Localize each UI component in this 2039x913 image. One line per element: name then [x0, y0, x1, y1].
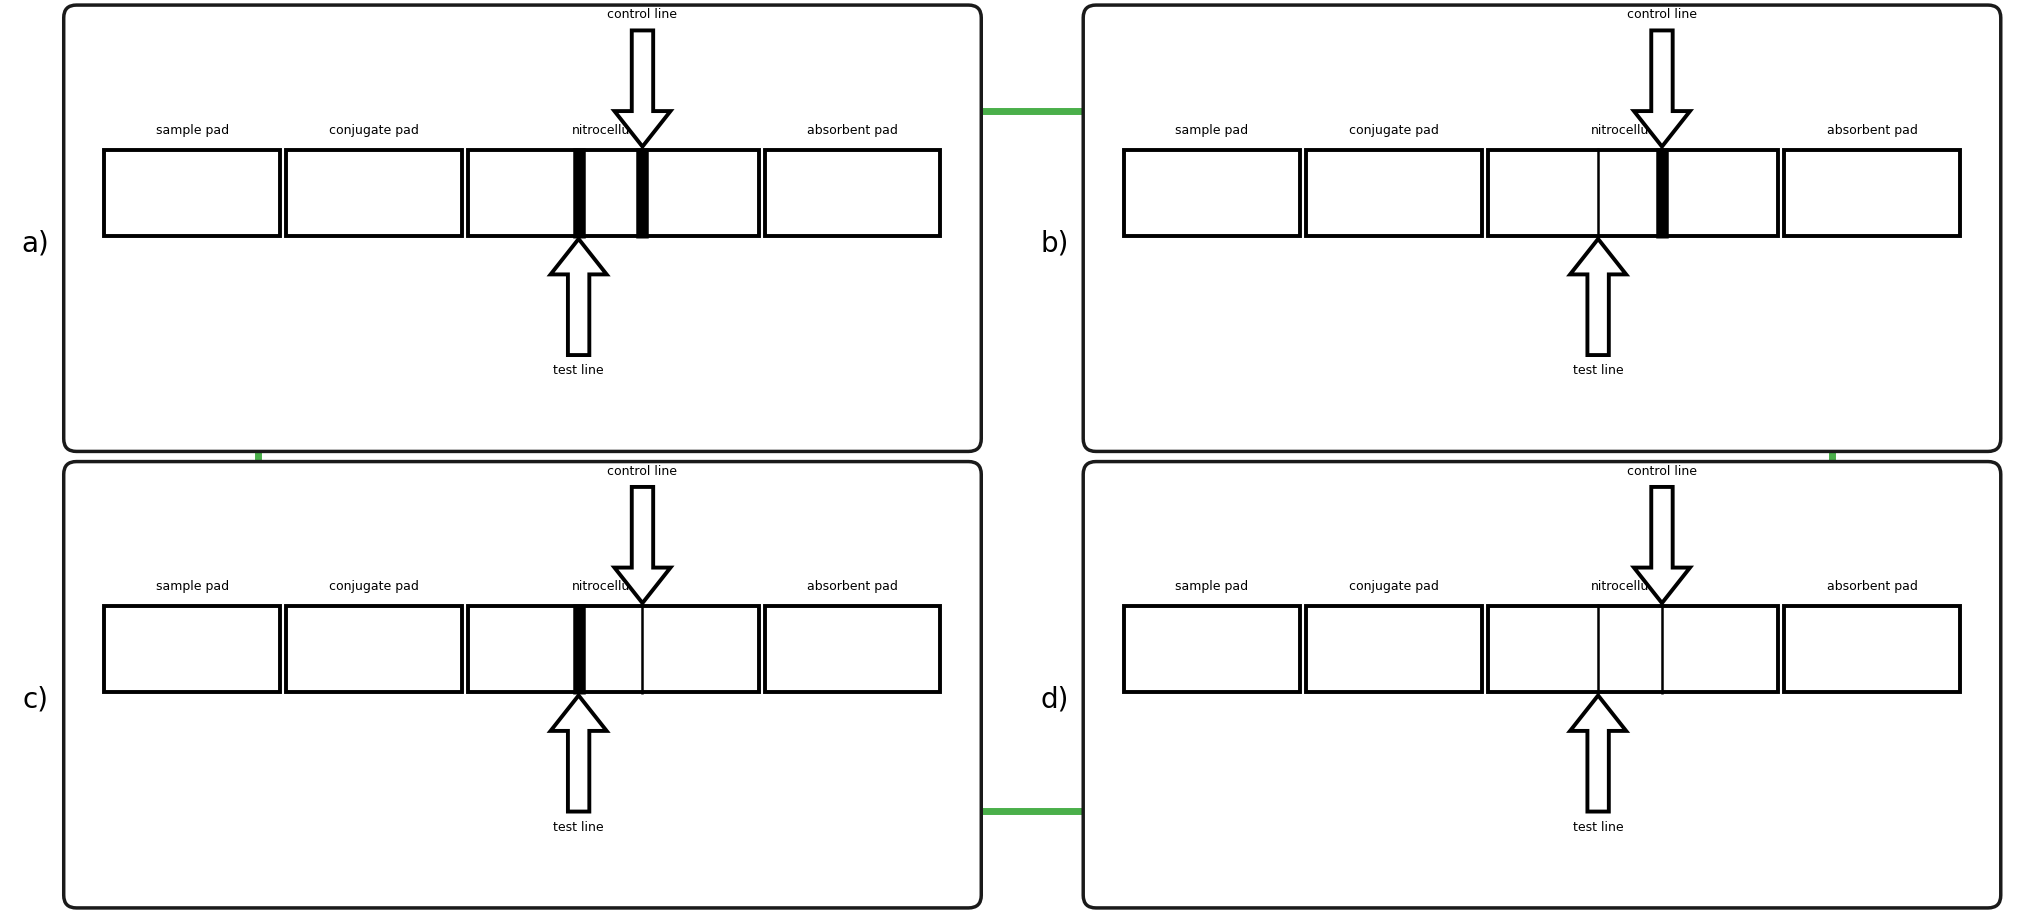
FancyArrow shape — [551, 696, 608, 812]
Bar — [285, 150, 463, 236]
Text: test line: test line — [1572, 364, 1623, 377]
Text: absorbent pad: absorbent pad — [807, 124, 897, 137]
Bar — [104, 150, 279, 236]
FancyBboxPatch shape — [1083, 462, 2000, 908]
Bar — [285, 606, 463, 692]
Text: test line: test line — [1572, 821, 1623, 834]
Text: control line: control line — [608, 8, 677, 21]
Bar — [765, 606, 940, 692]
Text: b): b) — [1042, 229, 1068, 257]
FancyBboxPatch shape — [1083, 5, 2000, 451]
FancyArrow shape — [1570, 696, 1627, 812]
Text: absorbent pad: absorbent pad — [807, 581, 897, 593]
FancyArrow shape — [614, 30, 671, 147]
Text: conjugate pad: conjugate pad — [330, 581, 420, 593]
FancyArrow shape — [1570, 239, 1627, 355]
Bar — [1305, 150, 1482, 236]
Text: sample pad: sample pad — [1174, 124, 1248, 137]
Text: conjugate pad: conjugate pad — [1350, 581, 1440, 593]
Text: sample pad: sample pad — [1174, 581, 1248, 593]
Bar — [1488, 606, 1778, 692]
Bar — [1784, 606, 1959, 692]
Text: conjugate pad: conjugate pad — [1350, 124, 1440, 137]
Text: nitrocellulose: nitrocellulose — [571, 124, 655, 137]
FancyBboxPatch shape — [63, 5, 981, 451]
Bar — [469, 150, 759, 236]
Bar — [1123, 150, 1299, 236]
FancyBboxPatch shape — [63, 462, 981, 908]
Text: control line: control line — [608, 465, 677, 477]
Bar — [104, 606, 279, 692]
Text: sample pad: sample pad — [155, 124, 228, 137]
Text: test line: test line — [553, 821, 604, 834]
Text: absorbent pad: absorbent pad — [1827, 581, 1917, 593]
Bar — [1123, 606, 1299, 692]
Text: conjugate pad: conjugate pad — [330, 124, 420, 137]
FancyArrow shape — [1633, 30, 1690, 147]
Bar — [469, 606, 759, 692]
FancyArrow shape — [1633, 487, 1690, 603]
Bar — [1784, 150, 1959, 236]
Bar — [765, 150, 940, 236]
FancyArrow shape — [551, 239, 608, 355]
Text: nitrocellulose: nitrocellulose — [1590, 124, 1674, 137]
Text: absorbent pad: absorbent pad — [1827, 124, 1917, 137]
Text: control line: control line — [1627, 465, 1696, 477]
Text: c): c) — [22, 686, 49, 714]
FancyArrow shape — [614, 487, 671, 603]
Text: a): a) — [22, 229, 49, 257]
Text: test line: test line — [553, 364, 604, 377]
Text: nitrocellulose: nitrocellulose — [1590, 581, 1674, 593]
Text: sample pad: sample pad — [155, 581, 228, 593]
Text: d): d) — [1042, 686, 1068, 714]
Bar — [1488, 150, 1778, 236]
Text: nitrocellulose: nitrocellulose — [571, 581, 655, 593]
Bar — [1305, 606, 1482, 692]
Text: control line: control line — [1627, 8, 1696, 21]
